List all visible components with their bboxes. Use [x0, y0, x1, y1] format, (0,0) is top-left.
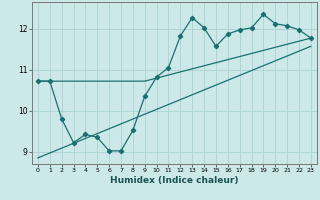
- X-axis label: Humidex (Indice chaleur): Humidex (Indice chaleur): [110, 176, 239, 185]
